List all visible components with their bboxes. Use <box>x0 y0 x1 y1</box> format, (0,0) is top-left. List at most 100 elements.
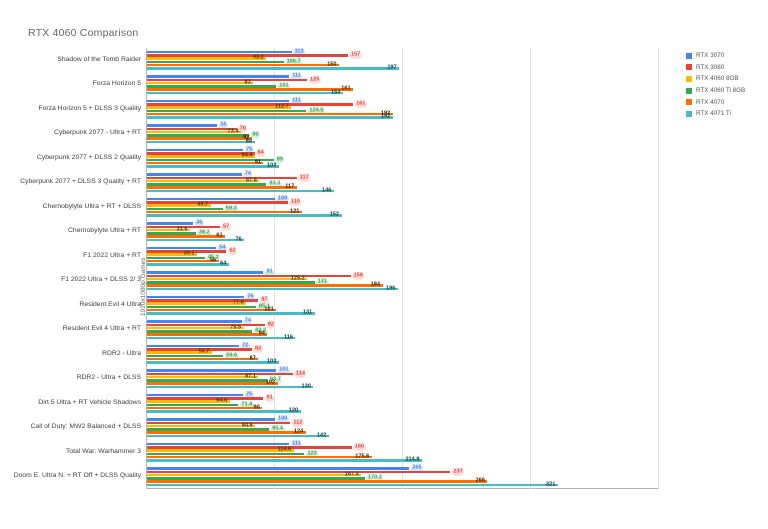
bar[interactable]: 192 <box>147 114 393 120</box>
bar[interactable]: 72 <box>147 343 250 350</box>
bar[interactable]: 74 <box>147 171 253 179</box>
legend-item-rtx-3070[interactable]: RTX 3070 <box>686 50 764 62</box>
bar[interactable]: 146 <box>147 188 334 193</box>
bar[interactable]: 116 <box>147 335 296 340</box>
bar[interactable]: 102 <box>147 380 278 386</box>
bar[interactable]: 184 <box>147 282 383 288</box>
bar[interactable]: 125.2 <box>147 276 308 281</box>
bar[interactable]: 84 <box>147 139 255 144</box>
bar[interactable]: 110 <box>147 199 302 206</box>
bar[interactable]: 73.4 <box>147 129 241 134</box>
bar[interactable]: 124 <box>147 429 306 435</box>
bar[interactable]: 113 <box>147 49 306 56</box>
bar[interactable]: 75 <box>147 392 254 399</box>
bar[interactable]: 150 <box>147 62 339 67</box>
bar[interactable]: 103 <box>147 359 279 365</box>
bar[interactable]: 93.3 <box>147 181 282 188</box>
legend-item-rtx-3080[interactable]: RTX 3080 <box>686 62 764 74</box>
bar[interactable]: 130 <box>147 384 314 389</box>
bar[interactable]: 64 <box>147 261 229 267</box>
bar[interactable]: 56 <box>147 258 219 263</box>
bar[interactable]: 117 <box>147 184 297 190</box>
bar[interactable]: 160 <box>147 444 366 451</box>
bar[interactable]: 82 <box>147 346 263 353</box>
bar[interactable]: 111 <box>147 98 303 105</box>
bar[interactable]: 114 <box>147 371 307 378</box>
bar[interactable]: 33.5 <box>147 227 190 232</box>
bar[interactable]: 91 <box>147 160 264 165</box>
bar[interactable]: 196 <box>147 286 398 291</box>
bar[interactable]: 57 <box>147 224 231 231</box>
bar[interactable]: 120 <box>147 408 301 414</box>
bar[interactable]: 214.8 <box>147 457 422 463</box>
bar[interactable]: 77.6 <box>147 300 247 306</box>
bar[interactable]: 131 <box>147 279 329 286</box>
bar[interactable]: 152 <box>147 212 342 218</box>
bar[interactable]: 117 <box>147 175 311 182</box>
bar[interactable]: 237 <box>147 469 465 476</box>
bar[interactable]: 93.7 <box>147 377 283 384</box>
bar[interactable]: 100 <box>147 196 289 203</box>
bar[interactable]: 161 <box>147 86 354 92</box>
bar[interactable]: 170.2 <box>147 475 384 482</box>
bar[interactable]: 75 <box>147 147 254 154</box>
bar[interactable]: 124.5 <box>147 108 325 115</box>
bar[interactable]: 125 <box>147 77 321 84</box>
legend-item-rtx-4060-8gb[interactable]: RTX 4060 8GB <box>686 73 764 85</box>
bar[interactable]: 80 <box>147 132 261 139</box>
legend-item-rtx-4070[interactable]: RTX 4070 <box>686 96 764 108</box>
bar[interactable]: 121 <box>147 209 302 214</box>
bar[interactable]: 55 <box>147 122 229 130</box>
bar[interactable]: 61 <box>147 233 226 239</box>
bar[interactable]: 101 <box>147 83 291 90</box>
bar[interactable]: 83 <box>147 80 254 85</box>
bar[interactable]: 111 <box>147 73 303 81</box>
bar[interactable]: 112 <box>147 420 304 427</box>
bar[interactable]: 95.4 <box>147 426 285 433</box>
bar[interactable]: 87.1 <box>147 374 259 379</box>
bar[interactable]: 82 <box>147 135 252 141</box>
bar[interactable]: 45.2 <box>147 255 221 262</box>
bar[interactable]: 101 <box>147 367 291 375</box>
bar[interactable]: 49.7 <box>147 202 211 208</box>
bar[interactable]: 82.2 <box>147 328 268 335</box>
bar[interactable]: 87 <box>147 356 259 361</box>
bar[interactable]: 74 <box>147 318 253 326</box>
bar[interactable]: 36 <box>147 220 204 228</box>
legend-item-rtx-4071-ti[interactable]: RTX 4071 Ti <box>686 108 764 120</box>
bar[interactable]: 161 <box>147 101 367 108</box>
bar[interactable]: 87.8 <box>147 178 260 183</box>
bar[interactable]: 114.6 <box>147 447 294 453</box>
bar[interactable]: 91 <box>147 269 275 277</box>
bar[interactable]: 106.7 <box>147 59 303 66</box>
bar[interactable]: 38.2 <box>147 230 212 237</box>
bar[interactable]: 103 <box>147 163 279 169</box>
bar[interactable]: 59.6 <box>147 353 239 360</box>
bar[interactable]: 62 <box>147 248 238 255</box>
bar[interactable]: 175.6 <box>147 454 372 459</box>
bar[interactable]: 142 <box>147 433 329 438</box>
bar[interactable]: 50.7 <box>147 349 212 355</box>
legend-item-rtx-4060-ti-8gb[interactable]: RTX 4060 Ti 8GB <box>686 85 764 97</box>
bar[interactable]: 112.7 <box>147 104 292 110</box>
bar[interactable]: 39.1 <box>147 251 198 257</box>
bar[interactable]: 91 <box>147 395 275 402</box>
bar[interactable]: 159 <box>147 273 365 280</box>
bar[interactable]: 84.6 <box>147 423 256 428</box>
bar[interactable]: 205 <box>147 465 424 473</box>
bar[interactable]: 85.1 <box>147 304 272 311</box>
bar[interactable]: 99 <box>147 157 285 164</box>
bar[interactable]: 76 <box>147 294 255 301</box>
bar[interactable]: 71.4 <box>147 402 254 409</box>
bar[interactable]: 321 <box>147 482 558 487</box>
bar[interactable]: 192 <box>147 111 393 116</box>
bar[interactable]: 87 <box>147 297 270 304</box>
bar[interactable]: 167.4 <box>147 472 362 477</box>
bar[interactable]: 84.4 <box>147 153 256 159</box>
bar[interactable]: 64.6 <box>147 398 230 404</box>
bar[interactable]: 84 <box>147 150 266 157</box>
bar[interactable]: 93.2 <box>147 55 267 61</box>
bar[interactable]: 197 <box>147 65 400 71</box>
bar[interactable]: 111 <box>147 441 303 448</box>
bar[interactable]: 266 <box>147 478 488 484</box>
